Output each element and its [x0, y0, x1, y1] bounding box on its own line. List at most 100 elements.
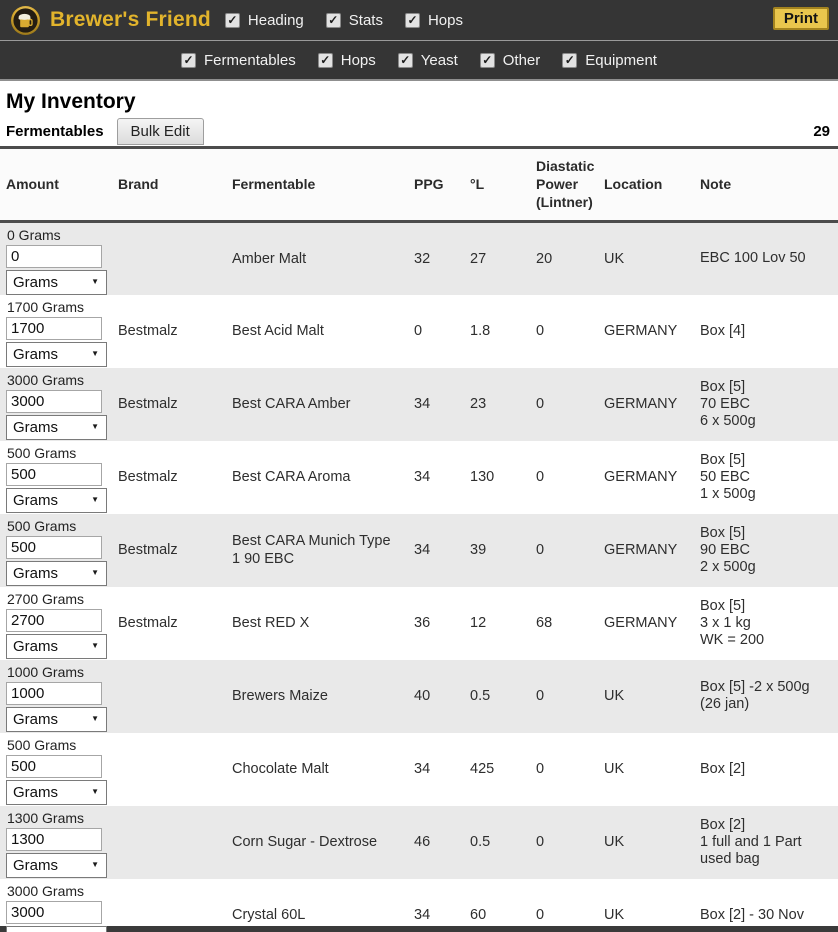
unit-select[interactable]: Grams: [6, 852, 107, 878]
diastatic-cell: 0: [536, 542, 545, 559]
unit-select-wrap: Grams ▼: [6, 706, 107, 732]
amount-input[interactable]: [6, 389, 102, 413]
table-row: 2700 Grams Grams ▼ Bestmalz Best RED X 3…: [0, 586, 838, 660]
unit-select-wrap: Grams ▼: [6, 560, 107, 586]
amount-input[interactable]: [6, 608, 102, 632]
note-cell: Box [2]: [694, 733, 838, 806]
table-row: 500 Grams Grams ▼ Chocolate Malt 34 425 …: [0, 732, 838, 806]
note-line: Box [5]: [700, 597, 746, 614]
lovibond-cell: 1.8: [470, 323, 491, 340]
col-header-brand: Brand: [112, 147, 226, 223]
filter-checkbox-label-hops: Hops: [340, 51, 376, 69]
filter-checkbox-hops[interactable]: ✓: [317, 52, 333, 68]
fermentable-cell: Best CARA Munich Type 1 90 EBC: [232, 533, 391, 568]
bulk-edit-button[interactable]: Bulk Edit: [116, 118, 204, 145]
unit-select[interactable]: Grams: [6, 414, 107, 440]
ppg-cell: 36: [414, 615, 431, 632]
note-line: Box [2]: [700, 760, 746, 777]
note-cell: Box [2] - 30 Nov: [694, 879, 838, 932]
checkbox-label-hops: Hops: [427, 11, 463, 29]
note-cell: Box [5] 3 x 1 kg WK = 200: [694, 587, 838, 660]
note-cell: EBC 100 Lov 50: [694, 221, 838, 295]
unit-select[interactable]: Grams: [6, 269, 107, 295]
amount-input[interactable]: [6, 827, 102, 851]
note-cell: Box [5] 50 EBC 1 x 500g: [694, 441, 838, 514]
diastatic-cell: 0: [536, 688, 545, 705]
brand-cell: [112, 221, 226, 295]
unit-select[interactable]: Grams: [6, 925, 107, 932]
location-cell: UK: [604, 907, 625, 924]
unit-select[interactable]: Grams: [6, 706, 107, 732]
ppg-cell: 34: [414, 542, 431, 559]
lovibond-cell: 27: [470, 250, 487, 267]
unit-select[interactable]: Grams: [6, 633, 107, 659]
print-button[interactable]: Print: [772, 7, 829, 30]
location-cell: GERMANY: [604, 323, 678, 340]
filter-checkbox-label-equipment: Equipment: [585, 51, 657, 69]
location-cell: UK: [604, 834, 625, 851]
lovibond-cell: 12: [470, 615, 487, 632]
note-line: Box [5]: [700, 451, 746, 468]
note-line: 1 x 500g: [700, 485, 756, 502]
checkmark-icon: ✓: [564, 53, 575, 67]
note-line: 70 EBC: [700, 395, 750, 412]
amount-input[interactable]: [6, 900, 102, 924]
brand-cell: [112, 660, 226, 733]
filter-checkbox-equipment[interactable]: ✓: [562, 52, 578, 68]
diastatic-cell: 0: [536, 396, 545, 413]
filter-checkbox-fermentables[interactable]: ✓: [181, 52, 197, 68]
location-cell: UK: [604, 688, 625, 705]
amount-input[interactable]: [6, 462, 102, 486]
note-line: Box [2] - 30 Nov: [700, 906, 804, 923]
checkbox-hops[interactable]: ✓: [404, 12, 420, 28]
fermentable-cell: Best CARA Aroma: [232, 469, 351, 486]
unit-select[interactable]: Grams: [6, 560, 107, 586]
fermentables-table: Amount Brand Fermentable PPG °L Diastati…: [0, 146, 838, 932]
amount-input[interactable]: [6, 316, 102, 340]
checkbox-stats[interactable]: ✓: [325, 12, 341, 28]
brewers-friend-logo-icon: [10, 5, 41, 36]
filter-checkbox-group-hops: ✓ Hops: [317, 51, 376, 69]
location-cell: GERMANY: [604, 615, 678, 632]
page-head: My Inventory Fermentables Bulk Edit 29: [0, 81, 838, 146]
page-title: My Inventory: [6, 90, 136, 113]
note-line: 3 x 1 kg: [700, 614, 751, 631]
checkbox-label-stats: Stats: [348, 11, 383, 29]
amount-input[interactable]: [6, 535, 102, 559]
top-bar: Brewer's Friend ✓ Heading ✓ Stats ✓ Hops…: [0, 0, 838, 41]
diastatic-cell: 20: [536, 250, 553, 267]
amount-summary-label: 500 Grams: [7, 517, 77, 534]
unit-select[interactable]: Grams: [6, 341, 107, 367]
brand-cell: [112, 806, 226, 879]
amount-input[interactable]: [6, 244, 102, 268]
table-row: 1000 Grams Grams ▼ Brewers Maize 40 0.5 …: [0, 659, 838, 733]
ppg-cell: 46: [414, 834, 431, 851]
filter-checkbox-label-yeast: Yeast: [420, 51, 458, 69]
fermentable-cell: Best CARA Amber: [232, 396, 351, 413]
location-cell: GERMANY: [604, 396, 678, 413]
note-line: EBC 100 Lov 50: [700, 250, 806, 267]
fermentable-cell: Best Acid Malt: [232, 323, 324, 340]
amount-input[interactable]: [6, 754, 102, 778]
filter-checkbox-yeast[interactable]: ✓: [397, 52, 413, 68]
checkmark-icon: ✓: [482, 53, 493, 67]
fermentable-cell: Best RED X: [232, 615, 310, 632]
note-line: 90 EBC: [700, 541, 750, 558]
note-line: 1 full and 1 Part: [700, 833, 802, 850]
filter-checkbox-other[interactable]: ✓: [479, 52, 495, 68]
unit-select[interactable]: Grams: [6, 487, 107, 513]
col-header-location: Location: [598, 147, 694, 223]
ppg-cell: 34: [414, 907, 431, 924]
col-header-lovibond: °L: [464, 147, 530, 223]
note-line: used bag: [700, 850, 760, 867]
fermentable-cell: Chocolate Malt: [232, 761, 329, 778]
next-section-bar: [0, 926, 838, 932]
unit-select[interactable]: Grams: [6, 779, 107, 805]
amount-summary-label: 1000 Grams: [7, 663, 85, 680]
amount-input[interactable]: [6, 681, 102, 705]
checkbox-heading[interactable]: ✓: [224, 12, 240, 28]
col-header-ppg: PPG: [408, 147, 464, 223]
unit-select-wrap: Grams ▼: [6, 925, 107, 932]
note-line: Box [5]: [700, 524, 746, 541]
fermentable-cell: Brewers Maize: [232, 688, 328, 705]
